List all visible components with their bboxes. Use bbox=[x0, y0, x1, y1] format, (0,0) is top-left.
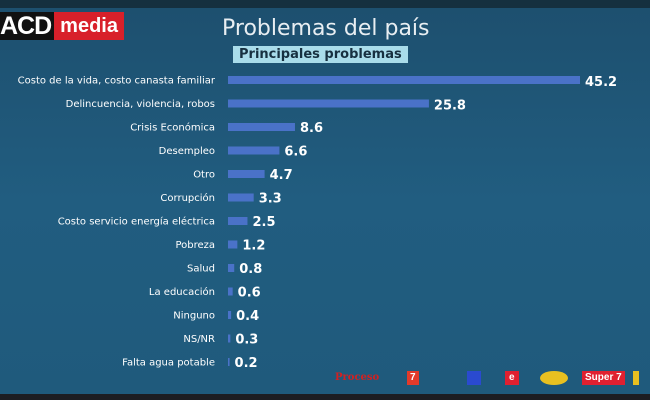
value-label: 1.2 bbox=[242, 239, 265, 254]
bar bbox=[228, 264, 235, 272]
value-label: 0.2 bbox=[235, 356, 258, 371]
value-label: 25.8 bbox=[434, 99, 466, 114]
logo-super7: Super 7 bbox=[582, 371, 625, 385]
bar bbox=[228, 287, 233, 296]
bar bbox=[228, 76, 580, 84]
logo-flag bbox=[467, 371, 481, 385]
category-label: Crisis Económica bbox=[130, 122, 215, 134]
bar bbox=[228, 123, 295, 131]
bar bbox=[228, 146, 280, 155]
bar bbox=[228, 193, 254, 202]
logo-e: e bbox=[505, 371, 519, 385]
bar bbox=[228, 217, 248, 225]
logo-media: media bbox=[54, 12, 124, 40]
value-label: 8.6 bbox=[300, 121, 323, 136]
category-label: Costo servicio energía eléctrica bbox=[58, 216, 215, 228]
value-label: 4.7 bbox=[270, 168, 293, 183]
logo-7: 7 bbox=[407, 371, 419, 385]
bar bbox=[228, 358, 230, 366]
bar bbox=[228, 240, 238, 249]
logo-small bbox=[633, 371, 639, 385]
category-label: Costo de la vida, costo canasta familiar bbox=[18, 76, 216, 87]
value-label: 0.3 bbox=[235, 333, 258, 348]
chart-title: Problemas del país bbox=[222, 16, 430, 41]
category-label: Desempleo bbox=[159, 146, 215, 157]
category-label: Pobreza bbox=[175, 240, 215, 251]
logo-acd: ACD bbox=[0, 12, 55, 40]
category-label: Corrupción bbox=[160, 192, 215, 204]
category-label: Delincuencia, violencia, robos bbox=[66, 99, 215, 110]
top-band bbox=[0, 0, 650, 8]
value-label: 6.6 bbox=[284, 145, 307, 160]
chart-subtitle: Principales problemas bbox=[233, 46, 408, 63]
value-label: 0.8 bbox=[239, 262, 262, 277]
logo-proceso: Proceso bbox=[335, 372, 380, 383]
logo-yellow bbox=[540, 371, 568, 385]
category-label: Otro bbox=[193, 170, 215, 181]
acd-media-logo: ACD media bbox=[0, 12, 124, 40]
category-label: Ninguno bbox=[173, 311, 215, 322]
category-label: La educación bbox=[149, 286, 215, 298]
bottom-band bbox=[0, 394, 650, 400]
bar bbox=[228, 311, 232, 319]
sponsor-logos: Proceso 7 e Super 7 bbox=[335, 368, 650, 390]
category-label: Falta agua potable bbox=[122, 358, 215, 369]
bar bbox=[228, 99, 429, 108]
category-label: Salud bbox=[187, 264, 215, 275]
category-label: NS/NR bbox=[183, 334, 215, 345]
value-label: 3.3 bbox=[259, 192, 282, 207]
bar bbox=[228, 170, 265, 178]
value-label: 0.6 bbox=[238, 286, 261, 301]
value-label: 2.5 bbox=[252, 215, 275, 230]
bar bbox=[228, 334, 231, 343]
value-label: 45.2 bbox=[585, 75, 617, 90]
value-label: 0.4 bbox=[236, 309, 259, 324]
